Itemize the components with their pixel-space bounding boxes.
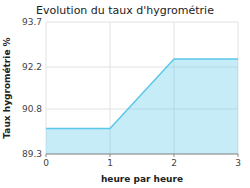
y-axis-label: Taux hygrométrie % — [2, 37, 12, 138]
y-tick-label: 90.8 — [22, 104, 42, 114]
x-tick — [110, 154, 111, 157]
chart-svg: 0 1 2 3 89.3 90.8 92.2 93.7 heure par heure Taux … — [0, 0, 250, 188]
axes: 0 1 2 3 89.3 90.8 92.2 93.7 — [22, 17, 241, 168]
y-tick-label: 92.2 — [22, 62, 42, 72]
x-tick — [174, 154, 175, 157]
chart-title: Evolution du taux d'hygrométrie — [36, 4, 214, 17]
x-tick — [238, 154, 239, 157]
x-tick-label: 3 — [235, 158, 241, 168]
area-fill — [46, 59, 238, 154]
plot-area — [46, 59, 238, 154]
y-tick-label: 89.3 — [22, 149, 42, 159]
x-tick — [46, 154, 47, 157]
x-axis-label: heure par heure — [101, 174, 183, 184]
y-tick-label: 93.7 — [22, 17, 42, 27]
chart-container: 0 1 2 3 89.3 90.8 92.2 93.7 heure par heure Taux … — [0, 0, 250, 188]
y-grid-line — [46, 154, 238, 155]
x-tick-label: 1 — [107, 158, 113, 168]
y-grid-line — [46, 22, 238, 23]
area-line — [46, 59, 238, 129]
x-axis-line — [46, 154, 238, 155]
x-tick-label: 0 — [43, 158, 49, 168]
x-tick-label: 2 — [171, 158, 177, 168]
grid — [46, 22, 238, 154]
